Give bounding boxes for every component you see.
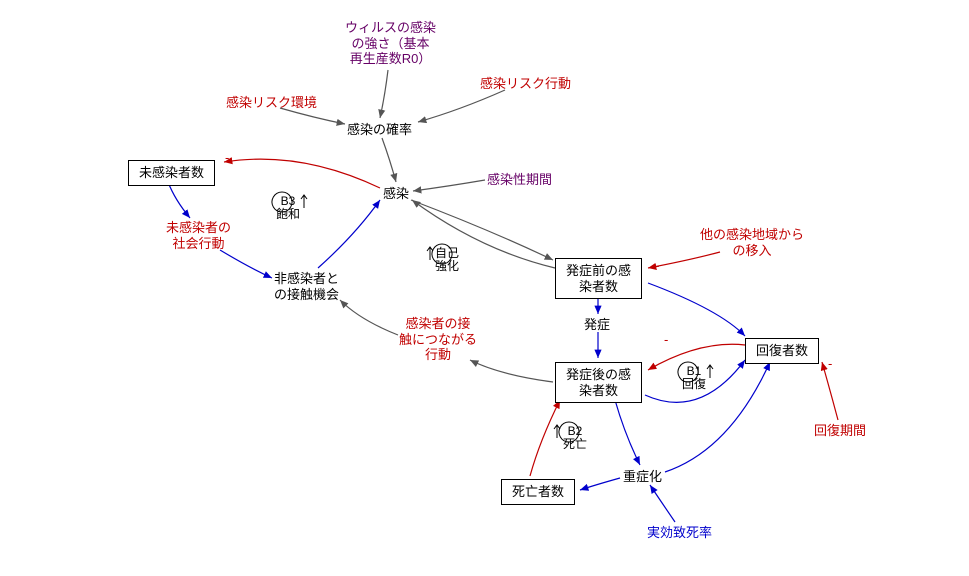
- minus-sign: -: [225, 150, 229, 165]
- stock-recovered: 回復者数: [745, 338, 819, 364]
- var-recovery-period: 回復期間: [814, 423, 866, 439]
- var-onset: 発症: [584, 317, 610, 333]
- stock-presymptomatic: 発症前の感染者数: [555, 258, 642, 299]
- var-case-fatality: 実効致死率: [647, 525, 712, 541]
- var-severity: 重症化: [623, 469, 662, 485]
- var-import-cases: 他の感染地域からの移入: [700, 227, 804, 258]
- minus-sign: -: [655, 258, 659, 273]
- stock-symptomatic: 発症後の感染者数: [555, 362, 642, 403]
- var-contact-opp: 非感染者との接触機会: [274, 271, 339, 302]
- loop-b1: B1回復: [682, 365, 706, 391]
- stock-deaths: 死亡者数: [501, 479, 575, 505]
- minus-sign: -: [664, 332, 668, 347]
- loop-b3: B3飽和: [276, 195, 300, 221]
- stock-susceptible: 未感染者数: [128, 160, 215, 186]
- var-risk-env: 感染リスク環境: [226, 95, 317, 111]
- var-infection: 感染: [383, 186, 409, 202]
- var-infectious-period: 感染性期間: [487, 172, 552, 188]
- var-social-behavior: 未感染者の社会行動: [166, 220, 231, 251]
- var-risk-behavior: 感染リスク行動: [480, 76, 571, 92]
- var-infector-contact: 感染者の接触につながる行動: [399, 316, 477, 363]
- minus-sign: -: [828, 356, 832, 371]
- var-virus-strength: ウィルスの感染の強さ（基本再生産数R0）: [345, 20, 436, 67]
- loop-selfreinforce: 自己強化: [435, 247, 459, 273]
- var-prob-infection: 感染の確率: [347, 122, 412, 138]
- loop-b2: B2死亡: [563, 425, 587, 451]
